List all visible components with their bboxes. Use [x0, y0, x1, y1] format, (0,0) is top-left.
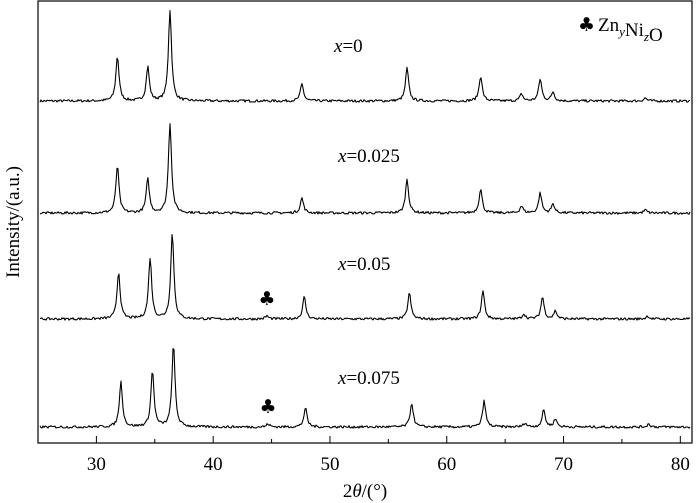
legend-label: ZnyNizO	[598, 15, 663, 46]
series-trace-2	[39, 233, 691, 321]
impurity-markers: ♣♣	[258, 288, 276, 418]
x-tick-label: 60	[437, 454, 456, 475]
x-tick-label: 30	[87, 454, 106, 475]
x-axis-ticks: 30 40 50 60 70 80	[37, 436, 690, 475]
series-label-2: x=0.05	[337, 254, 390, 275]
x-tick-label: 50	[320, 454, 339, 475]
series-labels: x=0 x=0.025 x=0.05 x=0.075	[333, 36, 400, 389]
impurity-club-icon-3: ♣	[260, 396, 277, 418]
x-tick-label: 70	[554, 454, 573, 475]
series-trace-0	[39, 9, 691, 103]
plot-frame	[37, 0, 693, 444]
x-tick-label: 80	[671, 454, 690, 475]
legend-club-icon: ♣	[578, 14, 595, 36]
series-trace-3	[39, 348, 691, 429]
series-label-0: x=0	[333, 36, 363, 57]
series-trace-1	[39, 123, 691, 215]
series-label-3: x=0.075	[337, 368, 400, 389]
impurity-club-icon-2: ♣	[258, 288, 275, 310]
series-label-1: x=0.025	[337, 146, 400, 167]
series-traces	[39, 9, 691, 429]
legend: ♣ ZnyNizO	[578, 14, 663, 46]
x-axis-title: 2θ/(°)	[343, 481, 387, 502]
y-axis-title: Intensity/(a.u.)	[3, 166, 24, 278]
x-tick-label: 40	[204, 454, 223, 475]
